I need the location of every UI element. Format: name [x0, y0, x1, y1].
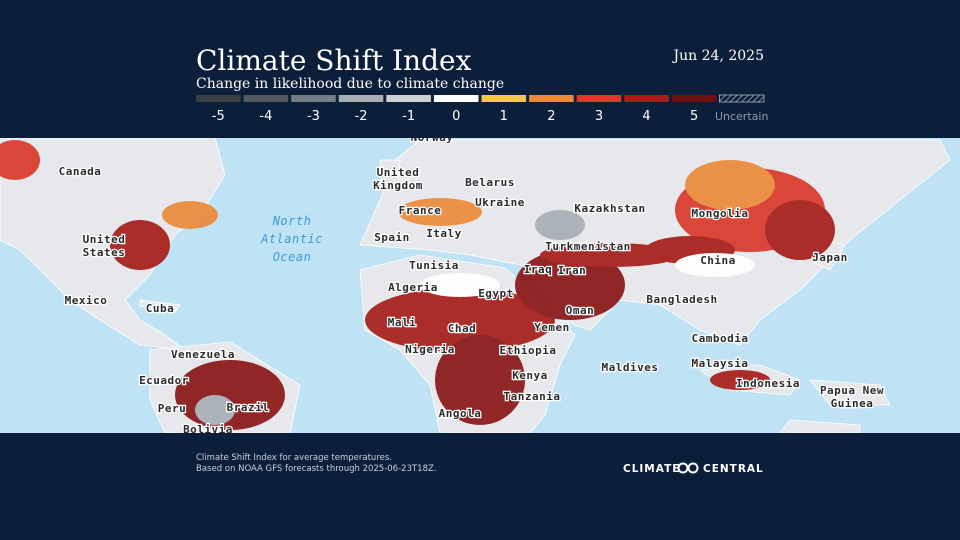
country-label: Egypt	[478, 287, 514, 300]
country-label: Tunisia	[409, 259, 459, 272]
legend-label: 2	[547, 109, 555, 124]
footnote: Based on NOAA GFS forecasts through 2025…	[196, 464, 437, 474]
country-label: Ethiopia	[500, 344, 557, 357]
logo-icon	[677, 462, 699, 474]
label-line: Ocean	[273, 250, 312, 264]
country-label: Norway	[411, 131, 454, 144]
country-label: Cambodia	[692, 332, 749, 345]
country-label: Yemen	[534, 321, 570, 334]
legend-label: 1	[500, 109, 508, 124]
country-label: Algeria	[388, 281, 438, 294]
legend-swatch	[576, 95, 622, 102]
country-label: Malaysia	[692, 357, 749, 370]
country-label: Peru	[158, 402, 187, 415]
title: Climate Shift Index	[196, 44, 472, 77]
map-labels: NorwayCanadaUnitedKingdomBelarusUkraineK…	[57, 131, 884, 436]
legend-swatch	[624, 95, 669, 102]
country-label: Italy	[426, 227, 462, 240]
legend-swatch	[243, 95, 289, 102]
legend-swatch	[196, 95, 241, 102]
label-line: Guinea	[831, 397, 874, 410]
country-label: Indonesia	[736, 377, 800, 390]
country-label: Bangladesh	[646, 293, 717, 306]
country-label: Maldives	[602, 361, 659, 374]
legend-label: 4	[642, 109, 650, 124]
legend-swatch	[481, 95, 527, 102]
map: NorwayCanadaUnitedKingdomBelarusUkraineK…	[0, 131, 960, 436]
country-label: Turkmenistan	[545, 240, 630, 253]
legend-label: 0	[452, 109, 460, 124]
country-label: Cuba	[146, 302, 175, 315]
legend-swatch	[291, 95, 336, 102]
label-line: Kingdom	[373, 179, 423, 192]
footnote: Climate Shift Index for average temperat…	[196, 453, 392, 463]
country-label: Papua New Guinea	[820, 384, 884, 410]
country-label: Mali	[388, 316, 417, 329]
legend-swatch	[338, 95, 384, 102]
country-label: Nigeria	[405, 343, 455, 356]
heat-areas	[0, 140, 835, 430]
label-line: States	[83, 246, 126, 259]
country-label: Venezuela	[171, 348, 235, 361]
label-line: North	[272, 214, 312, 228]
legend-swatch	[529, 95, 574, 102]
subtitle: Change in likelihood due to climate chan…	[196, 76, 504, 92]
country-label: Ecuador	[139, 374, 189, 387]
country-label: China	[700, 254, 736, 267]
legend-label: -2	[355, 109, 368, 124]
label-line: United	[83, 233, 126, 246]
legend-label: -4	[259, 109, 272, 124]
legend-label: 3	[595, 109, 603, 124]
country-label: Mexico	[65, 294, 108, 307]
label-line: United	[377, 166, 420, 179]
legend-label: -5	[212, 109, 225, 124]
country-label: Spain	[374, 231, 410, 244]
legend: -5 -4 -3 -2 -1 0 1 2 3 4 5 Uncertain	[196, 94, 768, 124]
legend-swatch	[386, 95, 431, 102]
logo-text: CENTRAL	[703, 463, 764, 475]
country-label: Japan	[812, 251, 848, 264]
country-label: Oman	[566, 304, 595, 317]
label-line: Papua New	[820, 384, 884, 397]
country-label: Bolivia	[183, 423, 233, 436]
legend-swatch	[719, 94, 765, 103]
country-label: Iran	[558, 264, 587, 277]
label-line: Atlantic	[260, 232, 323, 246]
country-label: United States	[83, 233, 126, 259]
legend-label: -1	[402, 109, 415, 124]
country-label: Tanzania	[504, 390, 561, 403]
country-label: Kenya	[512, 369, 548, 382]
legend-label: Uncertain	[715, 110, 768, 123]
country-label: Ukraine	[475, 196, 525, 209]
country-label: Brazil	[227, 401, 270, 414]
country-label: Angola	[439, 407, 482, 420]
country-label: France	[399, 204, 442, 217]
date: Jun 24, 2025	[672, 48, 764, 64]
country-label: Canada	[59, 165, 102, 178]
ocean-label: North Atlantic Ocean	[260, 214, 323, 264]
logo-text: CLIMATE	[623, 463, 680, 475]
legend-swatch	[433, 95, 479, 102]
legend-swatch	[671, 95, 717, 102]
country-label: United Kingdom	[373, 166, 423, 192]
country-label: Chad	[448, 322, 477, 335]
legend-label: -3	[307, 109, 320, 124]
country-label: Mongolia	[692, 207, 749, 220]
legend-label: 5	[690, 109, 698, 124]
country-label: Iraq	[524, 263, 553, 276]
country-label: Kazakhstan	[574, 202, 645, 215]
country-label: Belarus	[465, 176, 515, 189]
